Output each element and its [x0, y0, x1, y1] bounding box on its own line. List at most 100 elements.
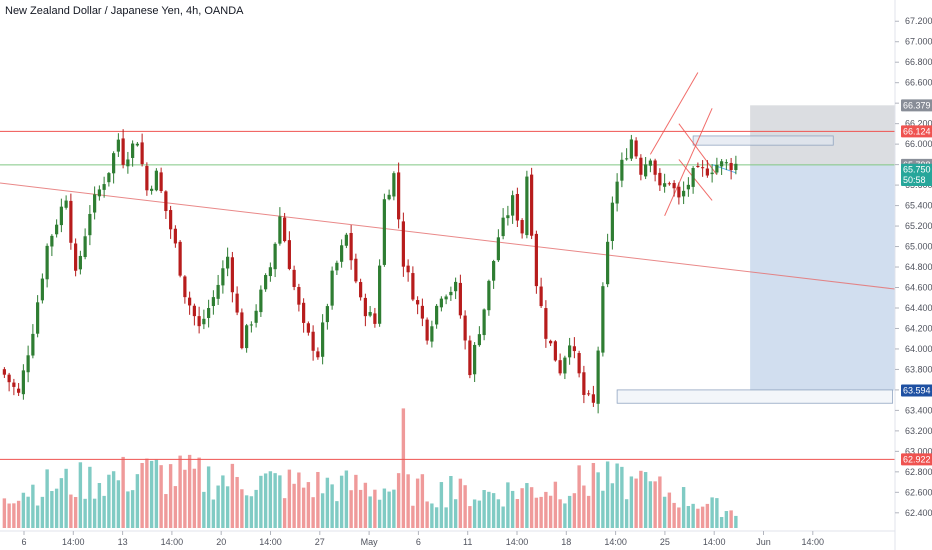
candle-body-74	[354, 258, 358, 282]
volume-bar-46	[221, 475, 225, 528]
candle-body-15	[74, 243, 78, 271]
candle-body-29	[140, 142, 144, 165]
candle-body-80	[382, 199, 386, 265]
time-axis[interactable]: 6 14:00 13 14:00 20 14:00 27 May 6 11 14:00 18 14:00…	[21, 531, 824, 547]
volume-bar-82	[392, 489, 396, 528]
x-tick-label-16: 14:00	[802, 537, 825, 547]
volume-bar-123	[586, 495, 591, 528]
candle-body-81	[387, 194, 391, 200]
candle-body-77	[368, 312, 372, 316]
candle-body-5	[26, 355, 30, 373]
volume-bar-50	[240, 489, 244, 528]
candle-body-48	[230, 257, 234, 293]
y-tick-label-9: 65.400	[905, 201, 932, 211]
candle-body-90	[430, 326, 434, 342]
volume-bar-102	[487, 491, 491, 528]
candle-body-125	[596, 350, 600, 404]
volume-bar-86	[411, 505, 415, 528]
candle-body-39	[188, 297, 192, 306]
candle-body-146	[696, 166, 700, 168]
volume-bar-126	[601, 490, 605, 528]
candle-body-105	[501, 217, 505, 237]
volume-bar-130	[620, 466, 624, 528]
position-tool[interactable]	[750, 105, 895, 391]
candle-body-64	[306, 323, 310, 333]
volume-bar-14	[69, 494, 73, 528]
volume-bar-21	[102, 495, 106, 528]
volume-bar-13	[64, 468, 68, 528]
candle-body-73	[349, 232, 353, 261]
x-tick-label-2: 13	[118, 537, 128, 547]
volume-bar-88	[420, 474, 425, 528]
candle-body-52	[249, 324, 253, 326]
candle-body-23	[112, 153, 116, 174]
volume-bar-11	[54, 488, 59, 528]
volume-bar-146	[696, 508, 700, 528]
volume-bar-132	[629, 476, 634, 528]
candle-body-149	[710, 172, 714, 175]
candle-body-91	[435, 305, 439, 325]
candle-body-56	[268, 267, 272, 277]
y-tick-label-14: 64.400	[905, 303, 932, 313]
volume-bar-63	[301, 487, 306, 528]
x-tick-label-13: 25	[660, 537, 670, 547]
candle-body-145	[691, 167, 695, 187]
volume-bar-154	[734, 515, 738, 528]
volume-bar-37	[178, 455, 182, 528]
candle-body-58	[278, 216, 282, 244]
volume-bar-4	[21, 492, 26, 528]
candle-body-100	[477, 334, 481, 346]
volume-bar-133	[634, 478, 638, 528]
candle-body-129	[615, 181, 619, 204]
volume-bar-113	[539, 496, 543, 528]
y-tick-label-10: 65.200	[905, 221, 932, 231]
y-tick-label-5: 66.200	[905, 119, 932, 129]
volume-bar-3	[16, 500, 21, 528]
volume-bar-6	[31, 484, 35, 528]
volume-bar-22	[107, 474, 111, 528]
x-tick-label-4: 20	[216, 537, 226, 547]
volume-bar-137	[653, 481, 657, 528]
volume-bar-45	[216, 485, 220, 528]
candle-body-42	[202, 318, 206, 325]
x-tick-label-7: May	[361, 537, 379, 547]
volume-bar-107	[510, 490, 515, 528]
volume-bar-149	[710, 497, 714, 528]
candle-body-116	[553, 341, 557, 361]
price-tag-label-6: 62.922	[903, 454, 931, 464]
candle-body-139	[663, 183, 667, 187]
volume-bar-92	[439, 482, 444, 528]
candle-body-85	[406, 265, 410, 273]
volume-bar-95	[453, 499, 458, 528]
candle-body-62	[297, 287, 301, 305]
price-tag-bg-1	[901, 125, 932, 138]
candle-body-109	[520, 220, 524, 234]
volume-bar-65	[311, 497, 315, 528]
volume-bar-103	[491, 493, 496, 528]
candle-body-120	[572, 346, 576, 352]
candle-body-97	[463, 315, 467, 341]
candle-body-60	[287, 240, 291, 269]
volume-bar-26	[126, 491, 130, 528]
candle-body-8	[40, 278, 44, 301]
candles	[2, 129, 738, 414]
volume-bar-147	[700, 506, 705, 528]
volume-bar-143	[681, 487, 686, 528]
volume-bar-36	[173, 486, 178, 528]
x-tick-label-10: 14:00	[506, 537, 529, 547]
candle-body-45	[216, 284, 220, 299]
price-tag-label-1: 66.124	[903, 126, 931, 136]
candle-body-34	[164, 191, 168, 212]
candle-body-110	[525, 176, 529, 236]
volume-bar-152	[724, 511, 729, 528]
trendline-2	[664, 108, 713, 217]
y-tick-label-13: 64.600	[905, 283, 932, 293]
candle-body-63	[302, 302, 306, 323]
volume-bar-118	[563, 503, 567, 528]
x-tick-label-1: 14:00	[62, 537, 85, 547]
candle-body-134	[639, 157, 643, 175]
y-tick-label-20: 63.200	[905, 426, 932, 436]
x-tick-label-14: 14:00	[703, 537, 726, 547]
candle-body-18	[88, 213, 92, 236]
